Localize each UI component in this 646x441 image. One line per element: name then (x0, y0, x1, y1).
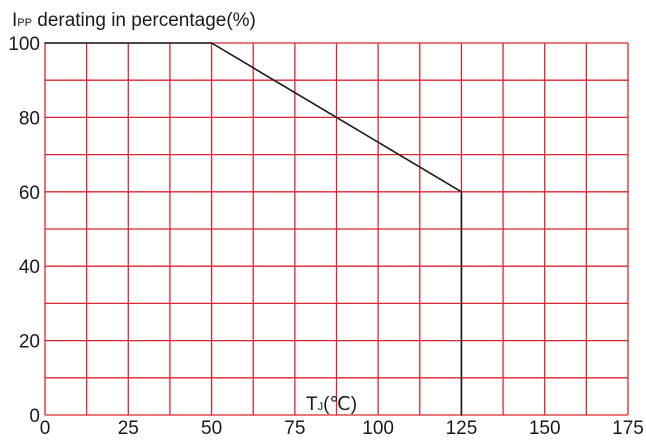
series-point (210, 42, 213, 44)
x-tick-label: 25 (118, 418, 139, 439)
x-tick-label: 75 (284, 418, 305, 439)
series-line (45, 42, 463, 415)
y-tick-label: 0 (29, 406, 40, 427)
x-tick-label: 100 (362, 418, 394, 439)
series-point (460, 414, 463, 416)
x-tick-labels: 0 25 50 75 100 125 150 175 (40, 418, 644, 439)
y-tick-label: 60 (19, 183, 40, 204)
y-tick-label: 20 (19, 332, 40, 353)
y-tick-label: 40 (19, 257, 40, 278)
chart-title: IPP derating in percentage(%) (12, 10, 256, 31)
y-tick-label: 100 (8, 34, 40, 55)
y-tick-label: 80 (19, 108, 40, 129)
series-point (460, 191, 463, 193)
series-point (44, 42, 46, 44)
x-tick-label: 125 (446, 418, 478, 439)
x-tick-label: 175 (612, 418, 644, 439)
x-tick-label: 150 (529, 418, 561, 439)
x-tick-label: 0 (40, 418, 51, 439)
y-tick-labels: 0 20 40 60 80 100 (8, 34, 40, 427)
series-group (44, 42, 463, 416)
grid-lines (44, 42, 629, 416)
x-tick-label: 50 (201, 418, 222, 439)
x-axis-label: TJ(℃) (306, 394, 357, 415)
